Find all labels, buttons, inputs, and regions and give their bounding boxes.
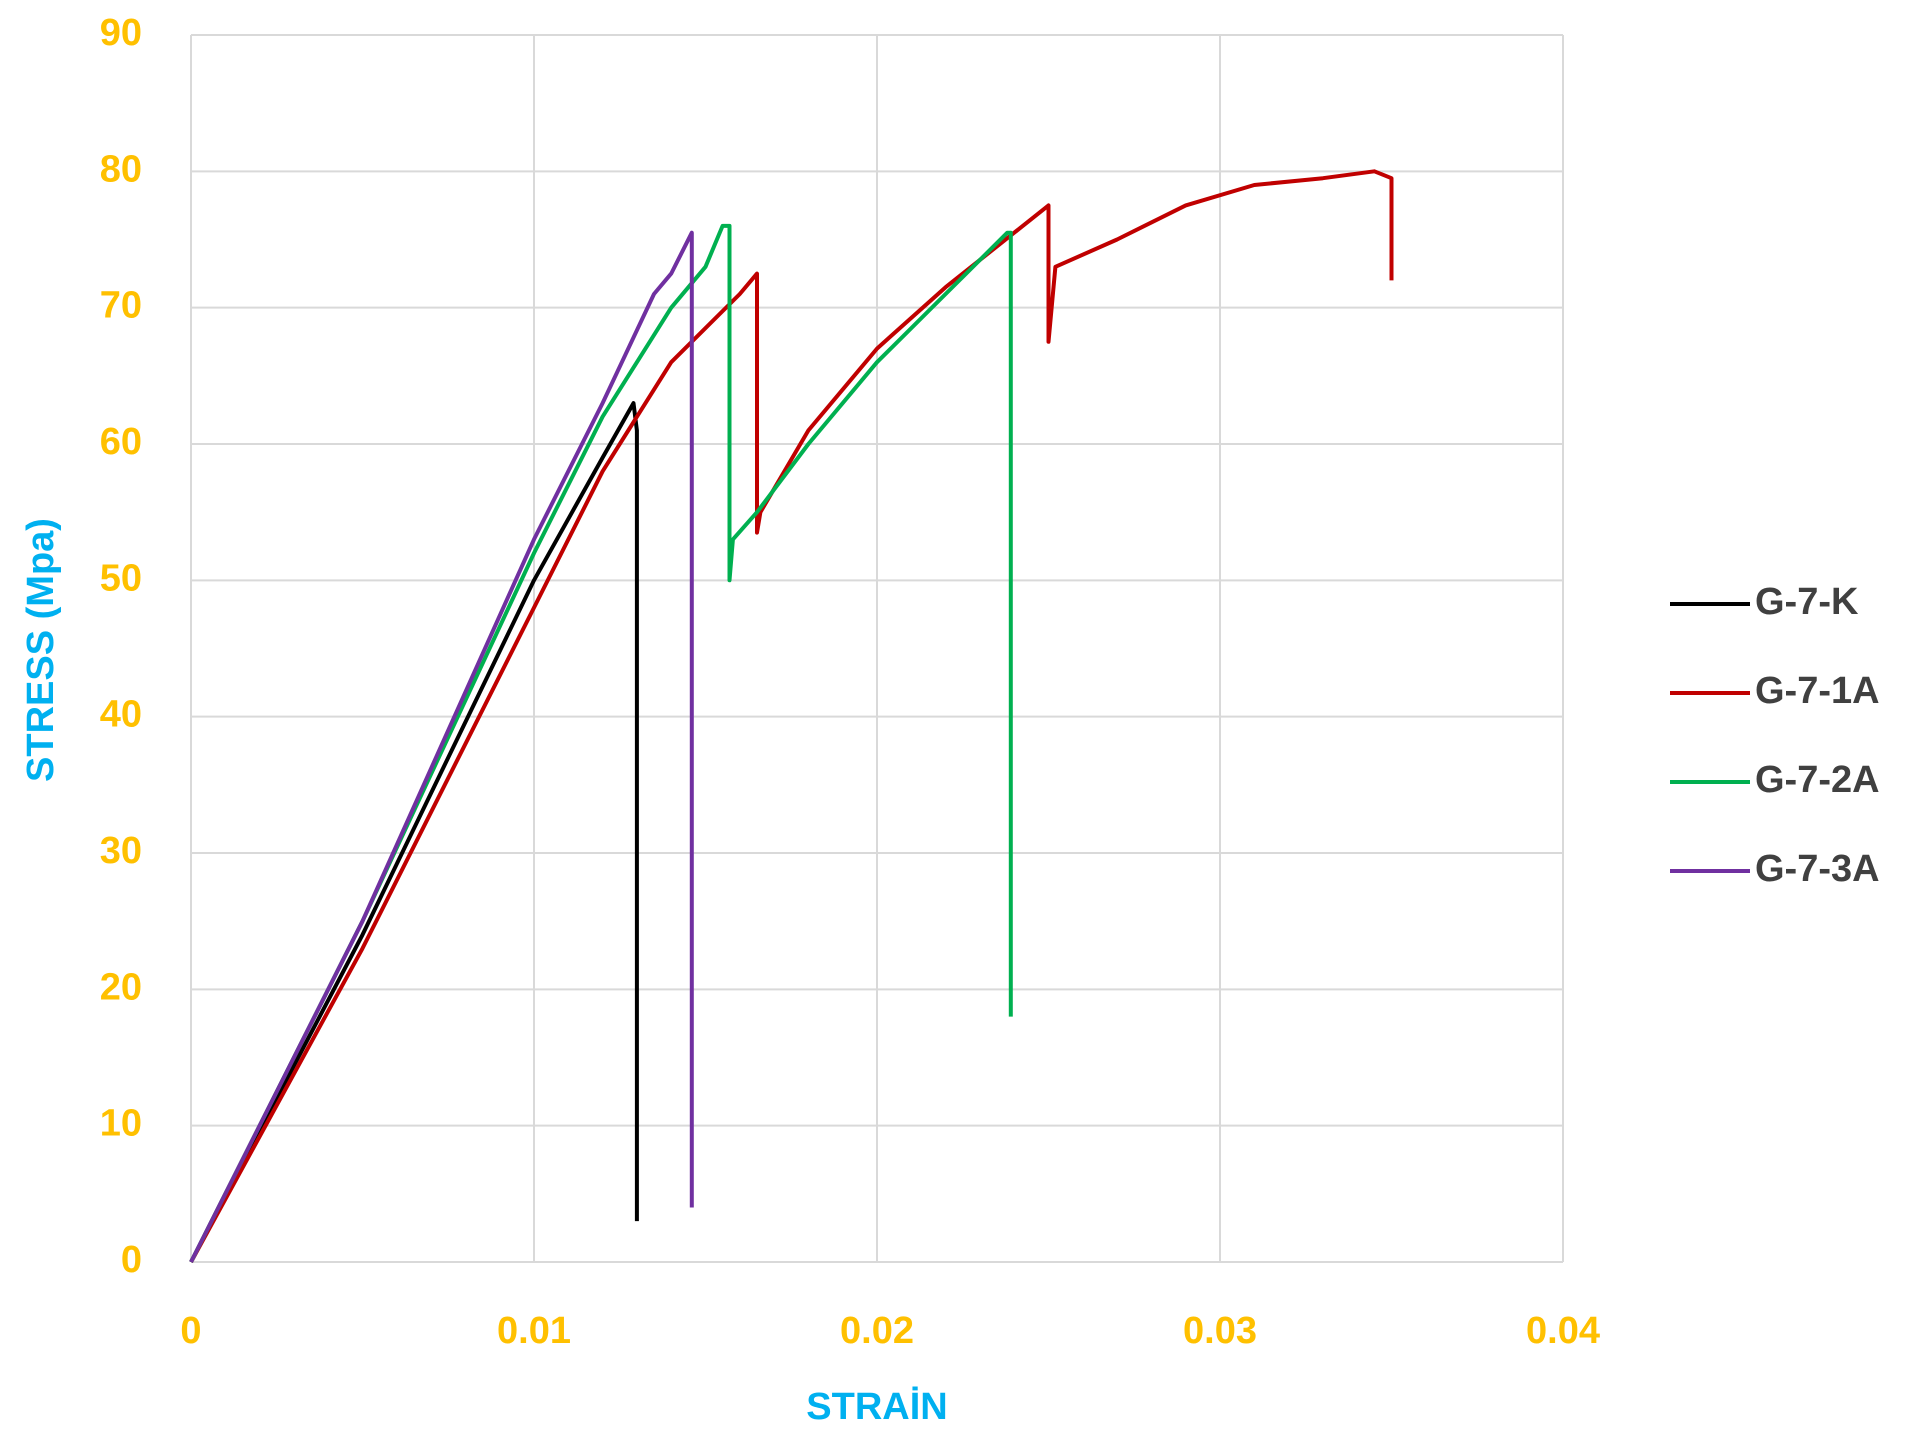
y-tick-label: 60 bbox=[100, 421, 142, 463]
y-tick-label: 30 bbox=[100, 830, 142, 872]
series-line bbox=[189, 223, 1013, 1263]
series-line bbox=[189, 230, 694, 1263]
legend-label: G-7-2A bbox=[1755, 759, 1880, 801]
y-axis-title: STRESS (Mpa) bbox=[20, 518, 62, 782]
legend-label: G-7-3A bbox=[1755, 848, 1880, 890]
y-tick-label: 90 bbox=[100, 12, 142, 54]
y-tick-label: 70 bbox=[100, 285, 142, 327]
x-tick-label: 0.02 bbox=[840, 1310, 914, 1352]
series-line bbox=[189, 401, 639, 1263]
x-tick-label: 0.04 bbox=[1526, 1310, 1600, 1352]
y-tick-label: 20 bbox=[100, 966, 142, 1008]
x-tick-label: 0.01 bbox=[497, 1310, 571, 1352]
x-tick-label: 0.03 bbox=[1183, 1310, 1257, 1352]
y-tick-label: 50 bbox=[100, 557, 142, 599]
y-tick-label: 40 bbox=[100, 694, 142, 736]
y-tick-label: 80 bbox=[100, 148, 142, 190]
y-tick-label: 0 bbox=[121, 1239, 142, 1281]
x-axis-title: STRAİN bbox=[806, 1386, 947, 1428]
legend-label: G-7-K bbox=[1755, 581, 1859, 623]
x-tick-label: 0 bbox=[180, 1310, 201, 1352]
legend-label: G-7-1A bbox=[1755, 670, 1880, 712]
y-tick-label: 10 bbox=[100, 1103, 142, 1145]
series-line bbox=[189, 169, 1394, 1263]
